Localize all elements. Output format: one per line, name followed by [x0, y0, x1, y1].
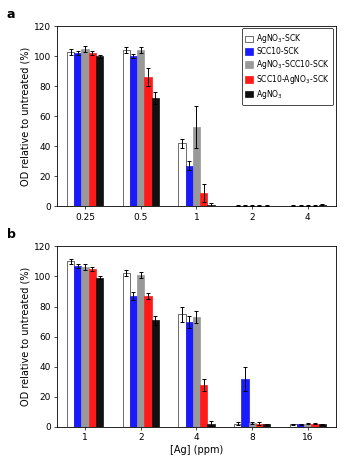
Y-axis label: OD relative to untreated (%): OD relative to untreated (%) [21, 267, 31, 406]
Bar [178, 144, 185, 206]
Bar [193, 317, 200, 426]
Bar [185, 166, 193, 206]
Bar [248, 423, 256, 426]
Bar [297, 425, 304, 426]
Bar [193, 127, 200, 206]
Bar [263, 425, 270, 426]
Bar [82, 268, 89, 426]
Bar [137, 275, 144, 426]
Bar [234, 424, 241, 426]
Bar [319, 425, 326, 426]
Y-axis label: OD relative to untreated (%): OD relative to untreated (%) [21, 47, 31, 186]
Bar [304, 424, 311, 426]
Text: b: b [7, 228, 15, 241]
Bar [256, 424, 263, 426]
Bar [67, 52, 74, 206]
Bar [89, 269, 96, 426]
Bar [185, 321, 193, 426]
Bar [89, 53, 96, 206]
Bar [319, 205, 326, 206]
Bar [74, 266, 82, 426]
Text: a: a [7, 8, 15, 21]
Bar [130, 296, 137, 426]
Bar [207, 424, 215, 426]
Bar [67, 262, 74, 426]
Bar [207, 205, 215, 206]
Bar [96, 278, 103, 426]
Bar [290, 425, 297, 426]
X-axis label: [Ag] (ppm): [Ag] (ppm) [170, 444, 223, 455]
Bar [152, 320, 159, 426]
Bar [241, 379, 248, 426]
Bar [144, 77, 152, 206]
Bar [82, 49, 89, 206]
Bar [123, 50, 130, 206]
Bar [152, 98, 159, 206]
Bar [200, 385, 207, 426]
Bar [200, 193, 207, 206]
Bar [123, 274, 130, 426]
Bar [178, 314, 185, 426]
Bar [311, 424, 319, 426]
Bar [96, 56, 103, 206]
Bar [144, 296, 152, 426]
Bar [74, 53, 82, 206]
Bar [130, 56, 137, 206]
Legend: AgNO$_3$-SCK, SCC10-SCK, AgNO$_3$-SCC10-SCK, SCC10-AgNO$_3$-SCK, AgNO$_3$: AgNO$_3$-SCK, SCC10-SCK, AgNO$_3$-SCC10-… [241, 29, 333, 105]
Bar [137, 50, 144, 206]
